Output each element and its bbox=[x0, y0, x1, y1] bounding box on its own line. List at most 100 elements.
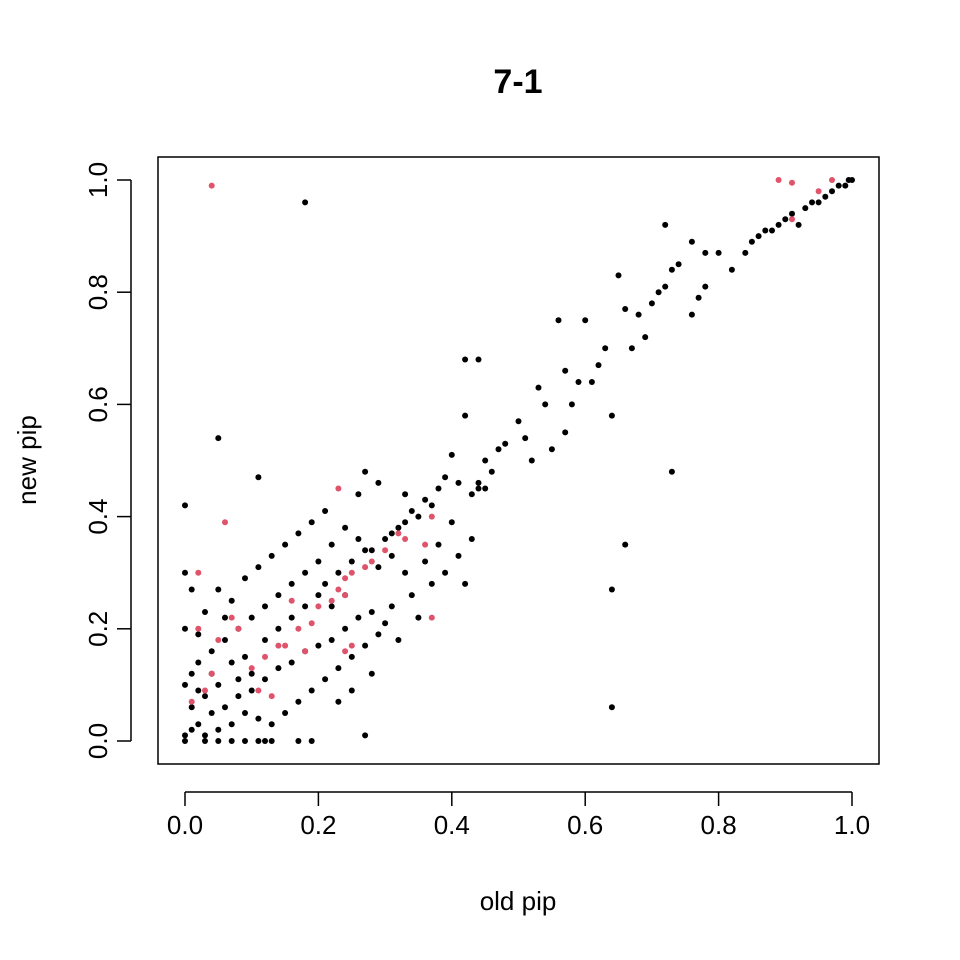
data-point bbox=[528, 457, 535, 464]
data-point bbox=[188, 670, 195, 677]
data-point bbox=[288, 614, 295, 621]
data-point bbox=[462, 412, 469, 419]
data-point bbox=[328, 597, 335, 604]
data-point bbox=[222, 519, 228, 526]
data-point bbox=[542, 401, 549, 408]
data-point bbox=[422, 496, 429, 503]
data-point bbox=[428, 502, 435, 509]
data-point bbox=[655, 289, 662, 296]
data-point bbox=[662, 283, 669, 290]
data-point bbox=[182, 625, 188, 632]
data-point bbox=[668, 468, 675, 475]
data-point bbox=[202, 732, 208, 739]
y-tick-label: 1.0 bbox=[83, 162, 113, 198]
data-point bbox=[628, 345, 635, 352]
data-point bbox=[755, 233, 762, 240]
data-point bbox=[462, 580, 469, 587]
y-axis-label: new pip bbox=[12, 415, 42, 505]
data-point bbox=[222, 614, 228, 621]
data-point bbox=[375, 479, 382, 486]
data-point bbox=[328, 541, 335, 548]
data-point bbox=[215, 435, 222, 442]
data-point bbox=[422, 558, 429, 565]
data-point bbox=[482, 457, 489, 464]
data-point bbox=[288, 580, 295, 587]
data-point bbox=[222, 704, 228, 711]
data-point bbox=[215, 586, 222, 593]
data-point bbox=[482, 485, 489, 492]
data-point bbox=[268, 738, 275, 744]
data-point bbox=[208, 670, 215, 677]
data-point bbox=[422, 541, 429, 548]
data-point bbox=[342, 648, 349, 655]
data-point bbox=[195, 721, 202, 728]
data-point bbox=[368, 609, 375, 615]
data-point bbox=[435, 541, 442, 548]
data-point bbox=[308, 738, 315, 744]
data-point bbox=[789, 216, 795, 223]
data-point bbox=[255, 687, 262, 694]
data-point bbox=[715, 249, 722, 256]
data-point bbox=[195, 625, 202, 632]
data-point bbox=[428, 580, 435, 587]
x-tick-label: 0.8 bbox=[701, 810, 737, 840]
data-point bbox=[575, 379, 582, 385]
data-point bbox=[248, 614, 255, 621]
data-point bbox=[702, 249, 709, 256]
data-point bbox=[242, 710, 248, 716]
y-tick-label: 0.6 bbox=[83, 386, 113, 422]
data-point bbox=[195, 569, 202, 576]
data-point bbox=[202, 738, 208, 744]
data-point bbox=[282, 710, 289, 716]
data-point bbox=[228, 721, 235, 728]
data-point bbox=[302, 199, 309, 206]
data-point bbox=[202, 687, 208, 694]
data-point bbox=[415, 513, 422, 520]
data-point bbox=[362, 547, 369, 554]
data-point bbox=[402, 536, 409, 542]
data-point bbox=[295, 625, 302, 632]
data-point bbox=[648, 300, 655, 307]
data-point bbox=[802, 205, 809, 212]
data-point bbox=[348, 687, 355, 694]
data-point bbox=[762, 227, 769, 234]
data-point bbox=[502, 440, 509, 447]
data-point bbox=[375, 631, 382, 638]
data-point bbox=[248, 670, 255, 677]
series-1 bbox=[188, 177, 835, 705]
data-point bbox=[829, 177, 835, 183]
data-point bbox=[555, 317, 562, 324]
data-point bbox=[695, 294, 702, 301]
data-point bbox=[342, 524, 349, 531]
data-point bbox=[675, 261, 682, 268]
data-point bbox=[335, 485, 342, 492]
data-points bbox=[182, 177, 855, 744]
data-point bbox=[348, 653, 355, 660]
data-point bbox=[468, 536, 475, 542]
data-point bbox=[255, 715, 262, 722]
data-point bbox=[195, 659, 202, 666]
data-point bbox=[308, 519, 315, 526]
data-point bbox=[242, 575, 248, 582]
data-point bbox=[335, 586, 342, 593]
data-point bbox=[382, 536, 389, 542]
data-point bbox=[295, 530, 302, 537]
data-point bbox=[335, 698, 342, 705]
data-point bbox=[215, 681, 222, 688]
data-point bbox=[775, 221, 782, 228]
data-point bbox=[495, 446, 502, 453]
data-point bbox=[182, 732, 188, 739]
data-point bbox=[789, 210, 795, 217]
data-point bbox=[402, 519, 409, 526]
data-point bbox=[622, 306, 629, 312]
data-point bbox=[815, 188, 822, 195]
data-point bbox=[328, 603, 335, 610]
data-point bbox=[262, 676, 268, 683]
x-tick-label: 1.0 bbox=[834, 810, 870, 840]
data-point bbox=[635, 311, 642, 318]
data-point bbox=[428, 614, 435, 621]
data-point bbox=[815, 199, 822, 206]
data-point bbox=[322, 508, 329, 514]
data-point bbox=[448, 451, 455, 458]
data-point bbox=[455, 479, 462, 486]
